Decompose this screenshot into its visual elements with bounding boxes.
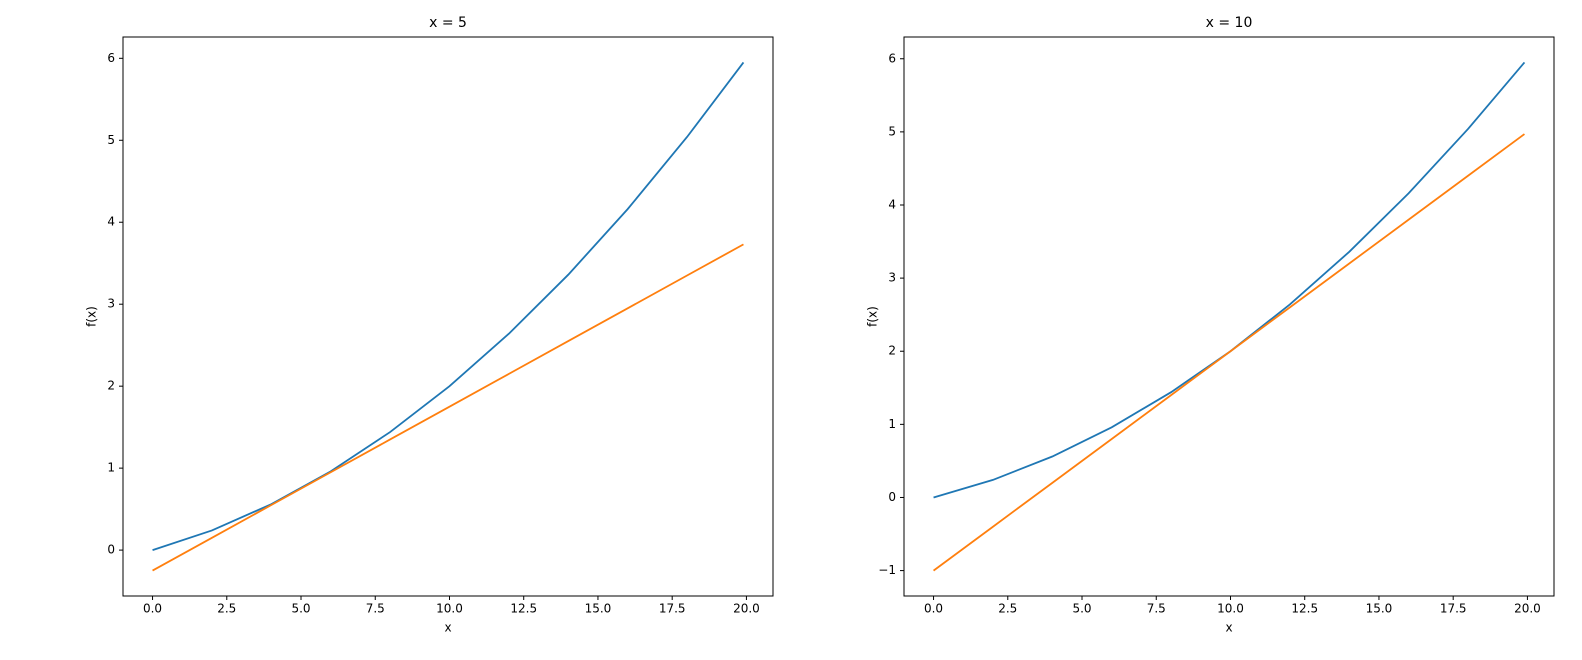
x-tick-label: 10.0	[436, 602, 463, 616]
y-axis-label: f(x)	[85, 306, 99, 327]
x-tick-label: 5.0	[291, 602, 310, 616]
y-tick-label: 2	[107, 379, 115, 393]
chart-title: x = 10	[1206, 15, 1253, 31]
chart-title: x = 5	[429, 15, 467, 31]
x-tick-label: 17.5	[659, 602, 686, 616]
line-series	[933, 133, 1525, 572]
x-tick-label: 20.0	[1514, 602, 1541, 616]
x-tick-label: 2.5	[998, 602, 1017, 616]
x-tick-label: 0.0	[924, 602, 943, 616]
x-tick-label: 10.0	[1217, 602, 1244, 616]
y-tick-label: 2	[888, 344, 896, 358]
line-series	[152, 61, 745, 551]
x-tick-label: 2.5	[217, 602, 236, 616]
x-tick-label: 12.5	[510, 602, 537, 616]
line-series	[152, 243, 744, 572]
x-tick-label: 15.0	[585, 602, 612, 616]
x-tick-label: 7.5	[1147, 602, 1166, 616]
x-axis-label: x	[1225, 621, 1232, 635]
y-tick-label: 3	[888, 271, 896, 285]
y-axis-label: f(x)	[866, 306, 880, 327]
y-tick-label: 1	[888, 417, 896, 431]
y-tick-label: 3	[107, 297, 115, 311]
y-tick-label: 5	[107, 133, 115, 147]
x-tick-label: 5.0	[1072, 602, 1091, 616]
y-tick-label: 0	[888, 490, 896, 504]
x-tick-label: 7.5	[366, 602, 385, 616]
x-tick-label: 12.5	[1291, 602, 1318, 616]
y-tick-label: 1	[107, 461, 115, 475]
plot-frame	[122, 36, 774, 597]
y-tick-label: 4	[888, 197, 896, 211]
x-tick-label: 15.0	[1366, 602, 1393, 616]
y-tick-label: −1	[878, 563, 896, 577]
y-tick-label: 0	[107, 543, 115, 557]
y-tick-label: 4	[107, 215, 115, 229]
line-series	[933, 61, 1526, 499]
y-tick-label: 6	[888, 51, 896, 65]
y-tick-label: 5	[888, 124, 896, 138]
plot-frame	[903, 36, 1555, 597]
x-tick-label: 17.5	[1440, 602, 1467, 616]
y-tick-label: 6	[107, 51, 115, 65]
x-axis-label: x	[444, 621, 451, 635]
x-tick-label: 0.0	[143, 602, 162, 616]
x-tick-label: 20.0	[733, 602, 760, 616]
